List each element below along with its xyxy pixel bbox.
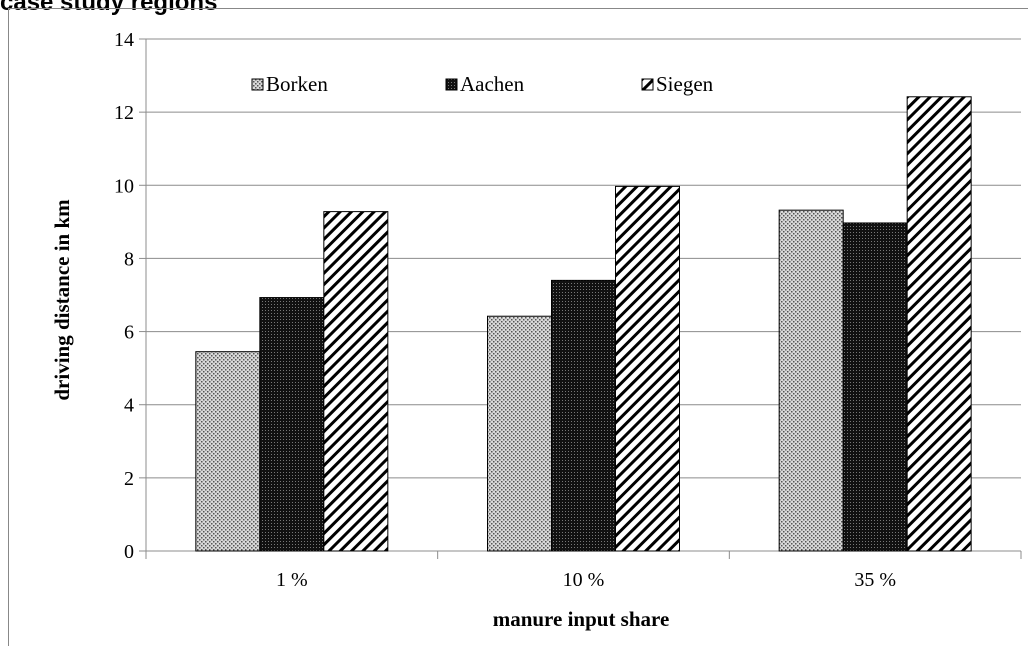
- y-tick-label: 10: [114, 175, 134, 197]
- legend-swatch-aachen: [445, 78, 458, 91]
- bar-aachen-1: [259, 297, 325, 552]
- bars: [195, 96, 972, 552]
- y-axis-label: driving distance in km: [50, 199, 74, 401]
- y-tick-label: 12: [114, 102, 134, 124]
- y-tick-label: 4: [124, 395, 134, 417]
- chart-area: 0 2 4 6 8 10 12 14 1 % 10 % 35 % Borken Aachen Siege…: [8, 8, 1028, 646]
- x-axis-label: manure input share: [493, 607, 670, 631]
- x-tick-label: 10 %: [563, 569, 605, 591]
- legend: Borken Aachen Siegen: [251, 72, 714, 96]
- y-tick-label: 2: [124, 468, 134, 490]
- y-tick-label: 14: [114, 29, 134, 51]
- legend-label-aachen: Aachen: [460, 72, 525, 96]
- bar-borken-2: [487, 315, 552, 552]
- y-tick-label: 6: [124, 322, 134, 344]
- y-tick-label: 0: [124, 541, 134, 563]
- bar-siegen-2: [615, 185, 680, 552]
- x-tick-label: 35 %: [854, 569, 896, 591]
- bar-aachen-2: [551, 279, 616, 552]
- bar-aachen-3: [842, 222, 908, 552]
- bar-siegen-3: [906, 96, 972, 552]
- x-tick-label: 1 %: [276, 569, 308, 591]
- legend-swatch-siegen: [641, 78, 654, 91]
- legend-label-siegen: Siegen: [656, 72, 714, 96]
- bar-siegen-1: [323, 211, 389, 552]
- y-tick-label: 8: [124, 248, 134, 270]
- bar-borken-3: [778, 209, 844, 552]
- bar-borken-1: [195, 351, 261, 552]
- legend-swatch-borken: [251, 78, 264, 91]
- legend-label-borken: Borken: [266, 72, 328, 96]
- bar-chart: 0 2 4 6 8 10 12 14 1 % 10 % 35 % Borken Aachen Siege…: [50, 29, 1022, 631]
